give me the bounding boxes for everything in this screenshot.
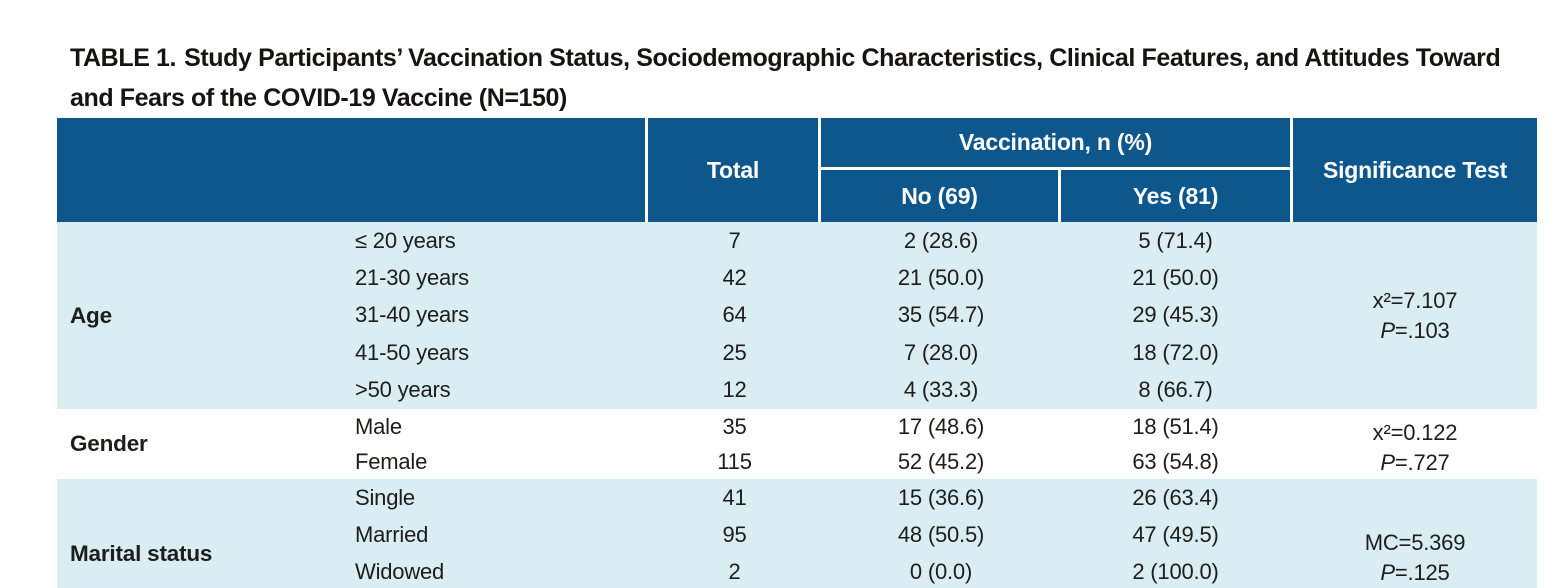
row-vaccination-yes: 5 (71.4) [1138,227,1213,253]
row-vaccination-yes: 18 (72.0) [1132,339,1219,365]
table-row: Male 35 17 (48.6) 18 (51.4) [57,409,1537,444]
header-vaccination-group: Vaccination, n (%) [821,118,1290,170]
row-total: 115 [717,448,752,474]
row-vaccination-no: 21 (50.0) [897,265,985,291]
significance-statistic: x²=0.122 [1372,420,1458,445]
significance-cell: x²=0.122 P=.727 [1293,409,1537,479]
row-vaccination-yes: 63 (54.8) [1132,448,1219,474]
significance-p-value: P=.125 [1380,560,1450,585]
row-category: 31-40 years [355,302,469,328]
header-total: Total [648,118,818,222]
table-row: 21-30 years 42 21 (50.0) 21 (50.0) [57,259,1537,296]
row-category: Married [355,521,429,547]
header-significance: Significance Test [1293,118,1537,222]
row-category: Single [355,484,415,510]
row-vaccination-no: 2 (28.6) [903,227,979,253]
table-row: >50 years 12 4 (33.3) 8 (66.7) [57,372,1537,409]
row-category: ≤ 20 years [355,227,456,253]
table-row: ≤ 20 years 7 2 (28.6) 5 (71.4) [57,222,1537,259]
row-vaccination-yes: 26 (63.4) [1132,484,1219,510]
significance-p-value: P=.727 [1380,450,1450,475]
row-total: 64 [722,302,747,328]
table-row: Widowed 2 0 (0.0) 2 (100.0) [57,553,1537,588]
table-title: TABLE 1. Study Participants’ Vaccination … [70,38,1501,118]
row-category: 41-50 years [355,339,469,365]
table-row: Female 115 52 (45.2) 63 (54.8) [57,444,1537,479]
row-total: 12 [722,377,747,403]
group-block-marital-status: Marital status Single 41 15 (36.6) 26 (6… [57,479,1537,588]
table-title-prefix: TABLE 1. [70,44,177,72]
group-rows: ≤ 20 years 7 2 (28.6) 5 (71.4) 21-30 yea… [57,222,1537,409]
row-total: 2 [728,558,741,584]
row-category: >50 years [355,377,451,403]
row-total: 95 [722,521,747,547]
row-category: 21-30 years [355,265,469,291]
header-vaccination-yes: Yes (81) [1061,170,1290,222]
table-row: Married 95 48 (50.5) 47 (49.5) [57,516,1537,553]
significance-statistic: x²=7.107 [1372,287,1458,313]
row-vaccination-no: 17 (48.6) [897,413,985,439]
row-vaccination-yes: 8 (66.7) [1138,377,1213,403]
header-stub-cell [57,118,645,222]
significance-cell: MC=5.369 P=.125 [1293,479,1537,588]
row-total: 42 [722,265,747,291]
header-vaccination-no: No (69) [821,170,1058,222]
row-vaccination-no: 48 (50.5) [897,521,985,547]
group-rows: Single 41 15 (36.6) 26 (63.4) Married 95… [57,479,1537,588]
row-vaccination-no: 15 (36.6) [897,484,985,510]
table-header: Total Vaccination, n (%) No (69) Yes (81… [57,118,1537,222]
significance-statistic: MC=5.369 [1364,530,1466,555]
row-total: 41 [722,484,747,510]
group-rows: Male 35 17 (48.6) 18 (51.4) Female 115 5… [57,409,1537,479]
row-vaccination-no: 52 (45.2) [897,448,985,474]
group-block-age: Age ≤ 20 years 7 2 (28.6) 5 (71.4) 21-30… [57,222,1537,409]
row-vaccination-no: 0 (0.0) [909,558,973,584]
group-label-gender: Gender [70,431,148,456]
group-block-gender: Gender Male 35 17 (48.6) 18 (51.4) Femal… [57,409,1537,479]
significance-p-value: P=.103 [1380,317,1450,343]
row-vaccination-yes: 47 (49.5) [1132,521,1219,547]
row-category: Female [355,448,428,474]
table-row: 31-40 years 64 35 (54.7) 29 (45.3) [57,297,1537,334]
row-total: 35 [722,413,747,439]
table-row: Single 41 15 (36.6) 26 (63.4) [57,479,1537,516]
row-vaccination-yes: 21 (50.0) [1132,265,1219,291]
row-vaccination-yes: 2 (100.0) [1132,558,1219,584]
row-vaccination-yes: 29 (45.3) [1132,302,1219,328]
row-vaccination-yes: 18 (51.4) [1132,413,1219,439]
row-vaccination-no: 4 (33.3) [903,377,979,403]
group-label-marital-status: Marital status [70,541,213,566]
row-total: 25 [722,339,747,365]
row-category: Male [355,413,402,439]
row-total: 7 [728,227,741,253]
table-title-line2: and Fears of the COVID-19 Vaccine (N=150… [70,84,567,112]
group-label-age: Age [70,302,112,328]
table-row: 41-50 years 25 7 (28.0) 18 (72.0) [57,334,1537,371]
row-vaccination-no: 35 (54.7) [897,302,985,328]
significance-cell: x²=7.107 P=.103 [1293,222,1537,409]
table-title-line1: Study Participants’ Vaccination Status, … [184,44,1501,72]
row-vaccination-no: 7 (28.0) [903,339,979,365]
row-category: Widowed [355,558,445,584]
